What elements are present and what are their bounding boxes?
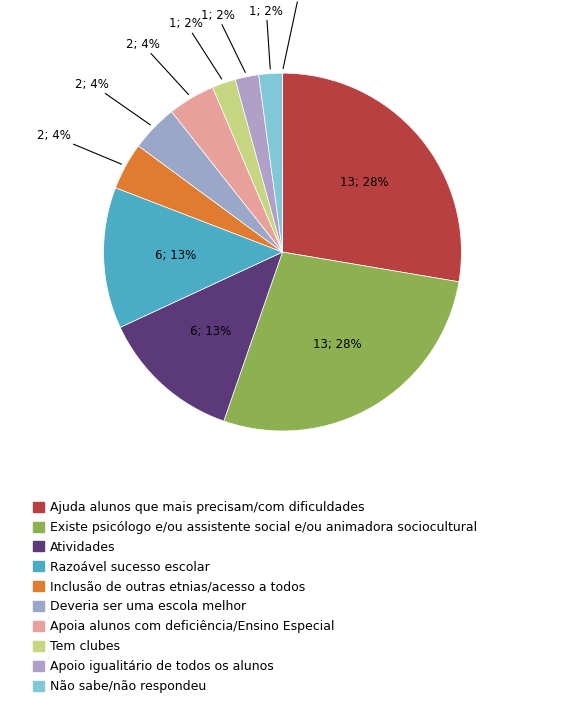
- Wedge shape: [115, 146, 282, 252]
- Text: 2; 4%: 2; 4%: [125, 38, 189, 94]
- Text: 13; 28%: 13; 28%: [340, 176, 389, 190]
- Text: 0; 0%: 0; 0%: [282, 0, 316, 69]
- Text: 1; 2%: 1; 2%: [170, 17, 221, 79]
- Wedge shape: [212, 80, 282, 252]
- Text: 6; 13%: 6; 13%: [190, 325, 231, 338]
- Wedge shape: [235, 75, 282, 252]
- Text: 2; 4%: 2; 4%: [75, 77, 150, 125]
- Text: 6; 13%: 6; 13%: [155, 249, 196, 262]
- Wedge shape: [259, 73, 282, 252]
- Text: 13; 28%: 13; 28%: [313, 338, 362, 351]
- Wedge shape: [282, 73, 462, 282]
- Wedge shape: [120, 252, 282, 421]
- Text: 1; 2%: 1; 2%: [249, 4, 283, 69]
- Wedge shape: [172, 87, 282, 252]
- Text: 2; 4%: 2; 4%: [37, 129, 121, 164]
- Wedge shape: [103, 187, 282, 327]
- Text: 1; 2%: 1; 2%: [201, 9, 245, 72]
- Legend: Ajuda alunos que mais precisam/com dificuldades, Existe psicólogo e/ou assistent: Ajuda alunos que mais precisam/com dific…: [29, 497, 481, 697]
- Wedge shape: [138, 111, 282, 252]
- Wedge shape: [224, 252, 459, 431]
